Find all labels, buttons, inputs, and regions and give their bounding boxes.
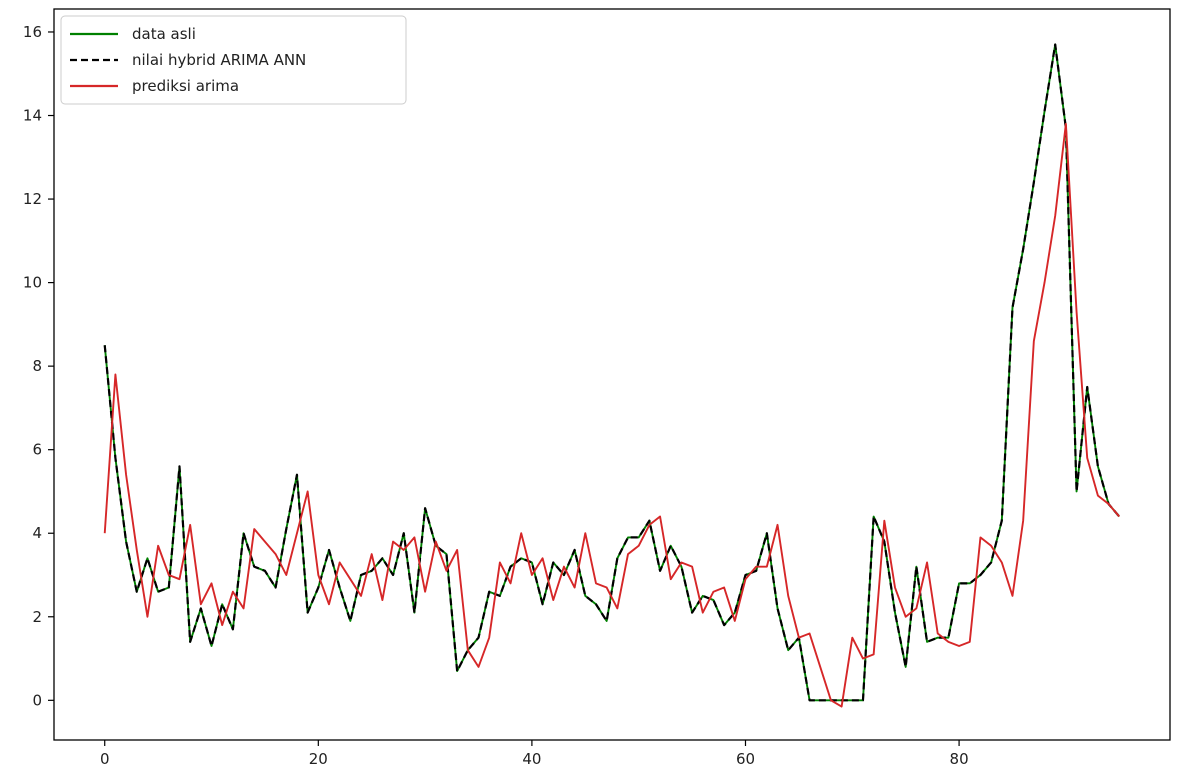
y-axis: 0 2 4 6 8 10 12 14 16 <box>23 23 54 709</box>
legend: data asli nilai hybrid ARIMA ANN prediksi … <box>60 15 407 105</box>
y-tick-label-7: 14 <box>23 107 42 125</box>
y-tick-label-5: 10 <box>23 274 42 292</box>
x-tick-label-4: 80 <box>950 750 969 768</box>
x-tick-label-2: 40 <box>522 750 541 768</box>
x-tick-label-1: 20 <box>309 750 328 768</box>
y-tick-label-0: 0 <box>32 691 42 709</box>
plot-frame <box>53 8 1171 741</box>
legend-box <box>60 15 407 105</box>
series-line-2 <box>103 122 1120 708</box>
x-axis: 0 20 40 60 80 <box>100 740 969 768</box>
y-tick-label-3: 6 <box>32 441 42 459</box>
y-tick-label-4: 8 <box>32 357 42 375</box>
legend-label-1: nilai hybrid ARIMA ANN <box>132 51 306 69</box>
series-line-0 <box>103 43 1120 702</box>
x-tick-label-0: 0 <box>100 750 110 768</box>
legend-label-2: prediksi arima <box>132 77 239 95</box>
y-tick-label-6: 12 <box>23 190 42 208</box>
y-tick-label-1: 2 <box>32 608 42 626</box>
y-tick-label-2: 4 <box>32 524 42 542</box>
y-tick-label-8: 16 <box>23 23 42 41</box>
series-layer <box>103 43 1121 708</box>
x-tick-label-3: 60 <box>736 750 755 768</box>
legend-label-0: data asli <box>132 25 196 43</box>
